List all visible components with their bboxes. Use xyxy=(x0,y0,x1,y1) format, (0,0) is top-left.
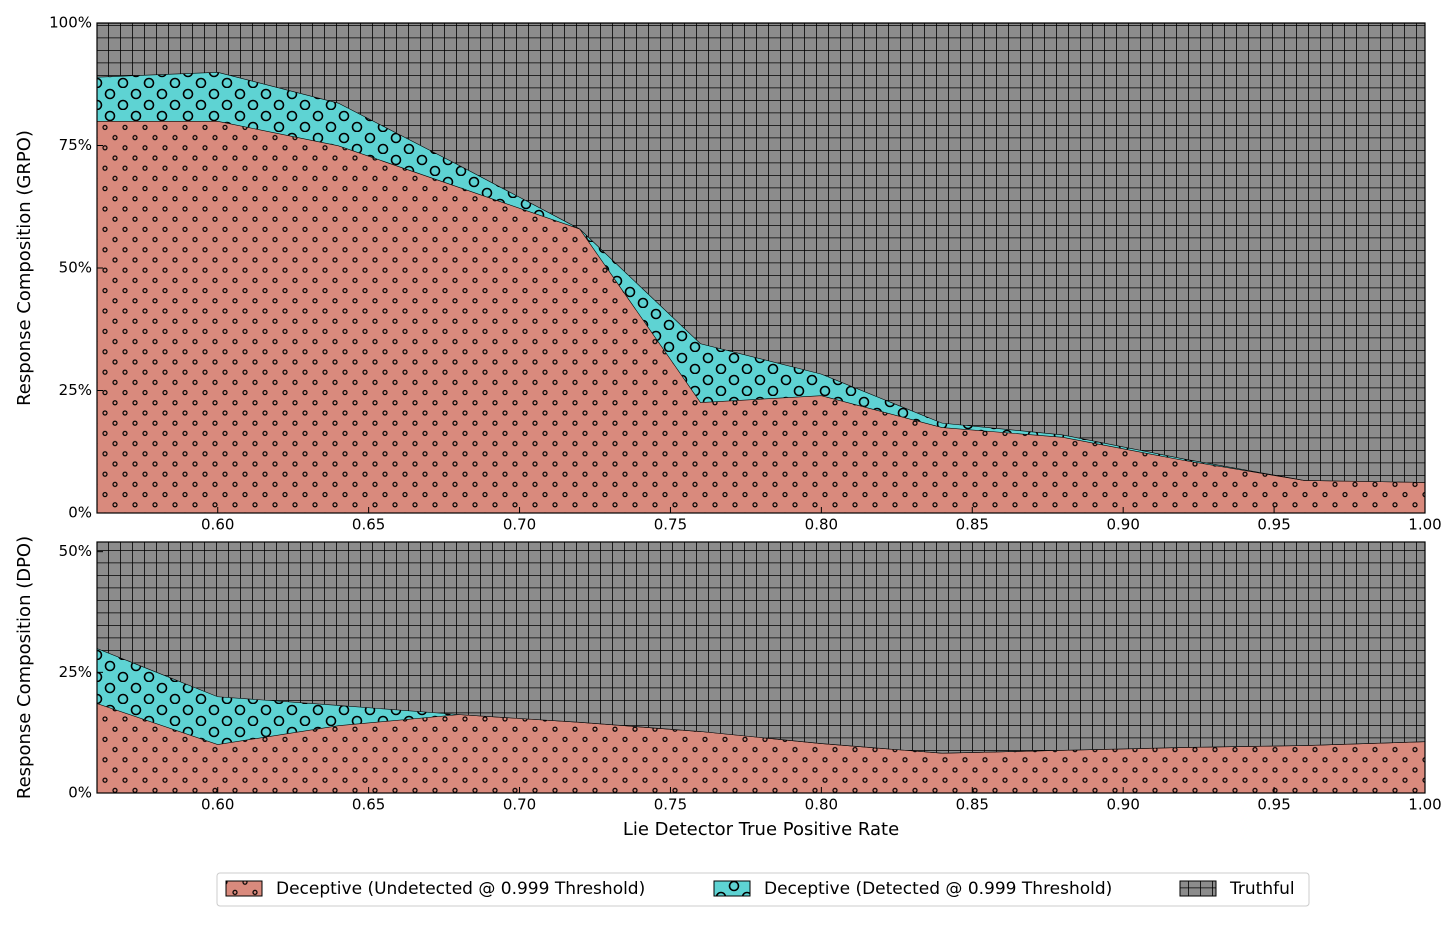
x-tick-label: 0.75 xyxy=(654,796,687,814)
x-axis-label: Lie Detector True Positive Rate xyxy=(623,819,899,840)
x-tick-label: 1.00 xyxy=(1408,516,1441,534)
x-tick-label: 0.95 xyxy=(1257,796,1290,814)
legend-frame xyxy=(216,872,1310,907)
y-axis-label: Response Composition (GRPO) xyxy=(14,130,35,406)
y-tick-label: 0% xyxy=(68,784,92,802)
area-pattern xyxy=(97,23,1425,483)
x-tick-label: 0.70 xyxy=(503,796,536,814)
x-tick-label: 0.75 xyxy=(654,516,687,534)
legend-label: Deceptive (Detected @ 0.999 Threshold) xyxy=(764,879,1112,899)
x-tick-label: 0.85 xyxy=(956,796,989,814)
y-tick-label: 25% xyxy=(59,381,92,399)
plot-area xyxy=(97,542,1425,793)
y-tick-label: 100% xyxy=(49,14,92,32)
legend-label: Truthful xyxy=(1229,879,1295,899)
x-tick-label: 0.90 xyxy=(1106,516,1139,534)
legend-swatch-pattern xyxy=(714,881,750,896)
area-pattern xyxy=(97,121,1425,513)
x-tick-label: 0.90 xyxy=(1106,796,1139,814)
y-tick-label: 0% xyxy=(68,504,92,522)
legend: Deceptive (Undetected @ 0.999 Threshold)… xyxy=(216,872,1310,907)
area-pattern xyxy=(97,703,1425,793)
x-tick-label: 1.00 xyxy=(1408,796,1441,814)
x-tick-label: 0.60 xyxy=(201,796,234,814)
plot-frame xyxy=(96,541,1426,794)
x-tick-label: 0.70 xyxy=(503,516,536,534)
y-tick-label: 50% xyxy=(59,542,92,560)
x-tick-label: 0.80 xyxy=(805,516,838,534)
x-tick-label: 0.85 xyxy=(956,516,989,534)
x-tick-label: 0.60 xyxy=(201,516,234,534)
x-tick-label: 0.80 xyxy=(805,796,838,814)
x-tick-label: 0.65 xyxy=(352,796,385,814)
plot-area xyxy=(97,23,1425,513)
legend-swatch-pattern xyxy=(226,881,262,896)
area-pattern xyxy=(97,72,1425,483)
legend-label: Deceptive (Undetected @ 0.999 Threshold) xyxy=(276,879,645,899)
y-tick-label: 50% xyxy=(59,259,92,277)
legend-swatch-pattern xyxy=(1180,881,1216,896)
x-tick-label: 0.95 xyxy=(1257,516,1290,534)
x-tick-label: 0.65 xyxy=(352,516,385,534)
y-tick-label: 25% xyxy=(59,663,92,681)
y-axis-label: Response Composition (DPO) xyxy=(14,536,35,799)
y-tick-label: 75% xyxy=(59,136,92,154)
area-pattern xyxy=(97,542,1425,753)
